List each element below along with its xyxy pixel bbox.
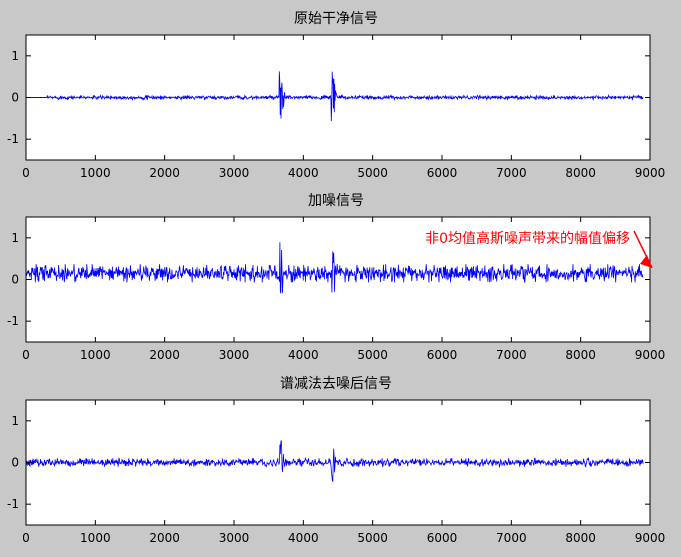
axes-2-xtick-label: 3000 [219,348,250,362]
axes-2-xtick-label: 6000 [427,348,458,362]
axes-2-ytick-label: -1 [7,314,19,328]
axes-2-signal-line [25,242,644,294]
axes-1-signal-line [46,71,644,122]
axes-2-title: 加噪信号 [308,193,364,209]
axes-1-xtick-label: 8000 [565,166,596,180]
axes-1-xtick-label: 4000 [288,166,319,180]
axes-2-xtick-label: 5000 [357,348,388,362]
axes-3-xtick-label: 5000 [357,531,388,545]
axes-1-ytick-label: 1 [11,49,19,63]
axes-1-xtick-label: 5000 [357,166,388,180]
axes-3-ytick-label: -1 [7,497,19,511]
axes-3-xtick-label: 2000 [149,531,180,545]
axes-3-ytick-label: 0 [11,456,19,470]
axes-3-signal-line [25,440,644,482]
axes-2-xtick-label: 2000 [149,348,180,362]
axes-2-xtick-label: 8000 [565,348,596,362]
axes-3-xtick-label: 7000 [496,531,527,545]
axes-3-title: 谱减法去噪后信号 [280,376,392,392]
axes-2-xtick-label: 9000 [635,348,666,362]
axes-1-xtick-label: 1000 [80,166,111,180]
axes-2-xtick-label: 0 [22,348,30,362]
axes-3-xtick-label: 3000 [219,531,250,545]
axes-3-xtick-label: 4000 [288,531,319,545]
axes-3-xtick-label: 9000 [635,531,666,545]
axes-3-ytick-label: 1 [11,414,19,428]
axes-1-xtick-label: 3000 [219,166,250,180]
axes-3-xtick-label: 1000 [80,531,111,545]
axes-1-ytick-label: 0 [11,91,19,105]
axes-2-annotation-text: 非0均值高斯噪声带来的幅值偏移 [425,230,630,247]
axes-2-ytick-label: 1 [11,231,19,245]
axes-1-xtick-label: 0 [22,166,30,180]
axes-1-ytick-label: -1 [7,132,19,146]
axes-3-xtick-label: 0 [22,531,30,545]
axes-2-xtick-label: 7000 [496,348,527,362]
axes-1-xtick-label: 2000 [149,166,180,180]
axes-1-xtick-label: 6000 [427,166,458,180]
axes-2-ytick-label: 0 [11,273,19,287]
axes-3-xtick-label: 6000 [427,531,458,545]
axes-1-title: 原始干净信号 [294,11,378,27]
axes-2-annotation-arrow-head [640,254,652,268]
axes-2-xtick-label: 4000 [288,348,319,362]
axes-1-xtick-label: 9000 [635,166,666,180]
axes-3-xtick-label: 8000 [565,531,596,545]
axes-2-xtick-label: 1000 [80,348,111,362]
axes-1-xtick-label: 7000 [496,166,527,180]
